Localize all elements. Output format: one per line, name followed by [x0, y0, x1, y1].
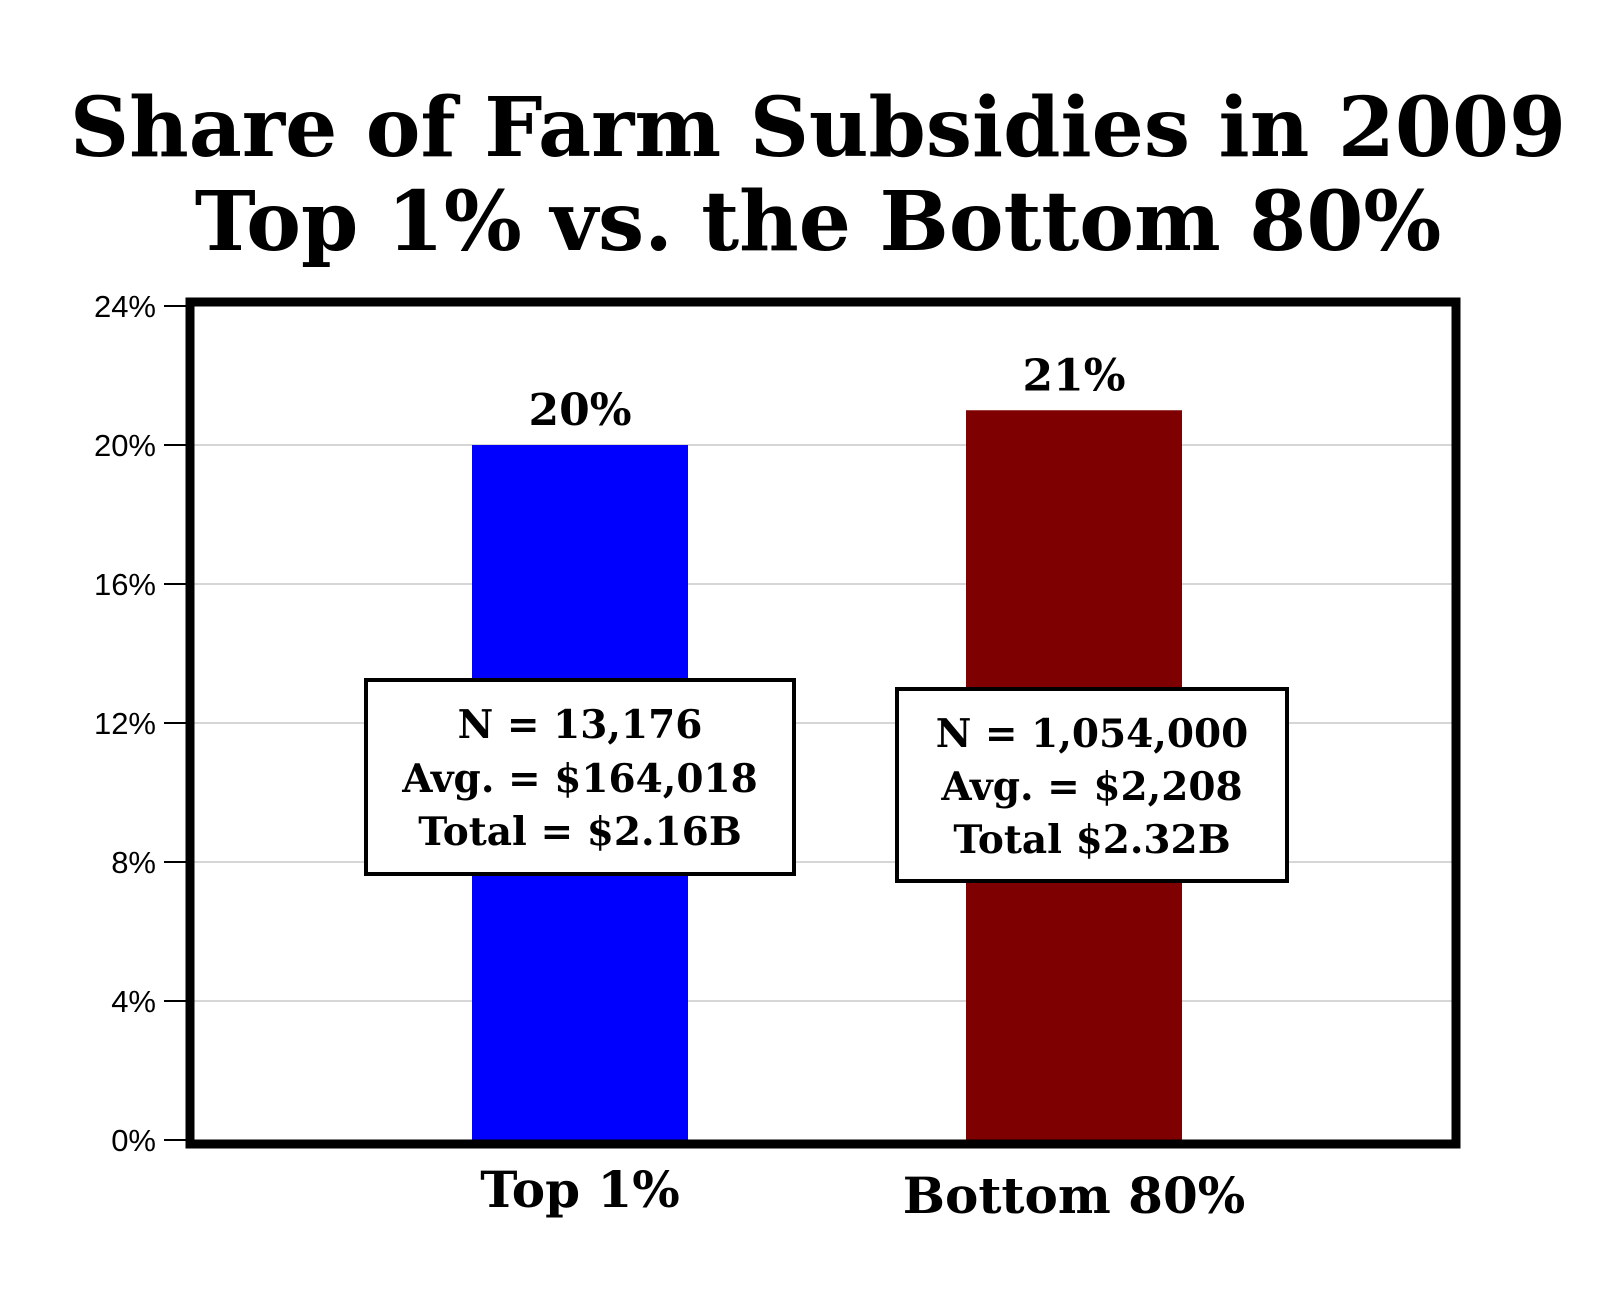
y-tick-label: 16%	[94, 567, 156, 602]
annotation-boxes: N = 13,176 Avg. = $164,018 Total = $2.16B N…	[364, 678, 1289, 883]
category-labels: Top 1% Bottom 80%	[480, 1160, 1245, 1225]
annotation-line: Total = $2.16B	[418, 809, 742, 855]
bar-value-label: 21%	[1022, 350, 1125, 401]
y-tick-label: 0%	[111, 1123, 156, 1158]
annotation-box	[895, 687, 1289, 883]
y-tick-label: 8%	[111, 845, 156, 880]
annotation-line: Total $2.32B	[953, 817, 1230, 863]
chart-subtitle: Top 1% vs. the Bottom 80%	[195, 174, 1442, 270]
annotation-line: N = 1,054,000	[936, 711, 1249, 757]
annotation-line: Avg. = $164,018	[401, 756, 758, 802]
y-axis: 0% 4% 8% 12% 16% 20% 24%	[94, 289, 186, 1158]
plot-frame	[185, 297, 1461, 1149]
category-label: Top 1%	[480, 1160, 680, 1219]
y-tick-label: 24%	[94, 289, 156, 324]
annotation-line: Avg. = $2,208	[940, 764, 1242, 810]
annotation-line: N = 13,176	[458, 702, 703, 748]
y-tick-label: 20%	[94, 428, 156, 463]
chart-title: Share of Farm Subsidies in 2009	[70, 80, 1566, 176]
annotation-box	[364, 678, 796, 876]
y-tick-label: 4%	[111, 984, 156, 1019]
y-tick-label: 12%	[94, 706, 156, 741]
bar-value-label: 20%	[528, 385, 631, 436]
category-label: Bottom 80%	[903, 1166, 1246, 1225]
data-labels: 20% 21%	[528, 350, 1125, 436]
